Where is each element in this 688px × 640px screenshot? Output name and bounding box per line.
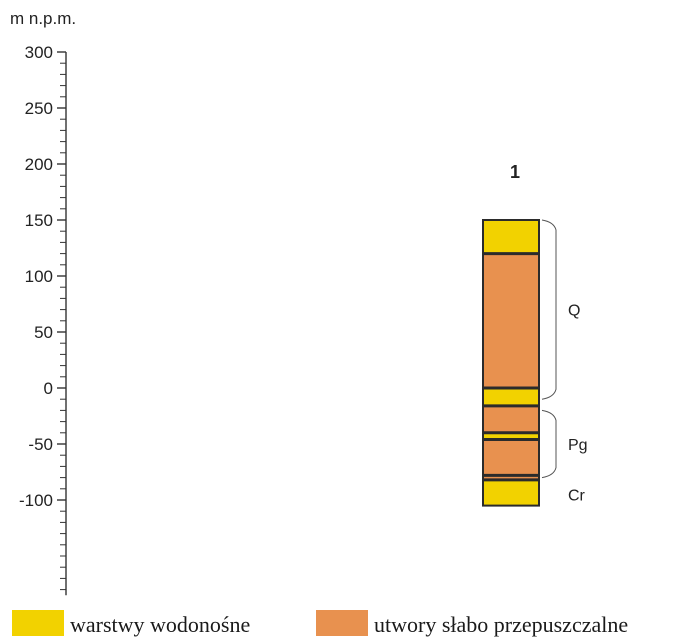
layer-aquifer bbox=[483, 479, 539, 506]
bracket-pg bbox=[541, 409, 557, 479]
layer-semipermeable bbox=[483, 253, 539, 388]
tick-label: 300 bbox=[25, 43, 53, 62]
layer-aquifer bbox=[483, 220, 539, 254]
tick-label: 50 bbox=[34, 323, 53, 342]
legend-label-semipermeable: utwory słabo przepuszczalne bbox=[374, 612, 628, 637]
legend-label-aquifer: warstwy wodonośne bbox=[70, 612, 250, 637]
tick-label: 100 bbox=[25, 267, 53, 286]
borehole-label: 1 bbox=[510, 162, 520, 182]
unit-label: m n.p.m. bbox=[10, 9, 76, 28]
tick-label: 250 bbox=[25, 99, 53, 118]
stratigraphy-brackets: Q Pg Cr bbox=[541, 219, 588, 504]
strat-label-q: Q bbox=[568, 303, 580, 320]
bracket-q bbox=[541, 219, 557, 400]
layer-semipermeable bbox=[483, 405, 539, 433]
borehole-column bbox=[482, 219, 540, 507]
legend-swatch-semipermeable bbox=[316, 610, 368, 636]
strat-label-pg: Pg bbox=[568, 437, 588, 454]
tick-label: 200 bbox=[25, 155, 53, 174]
tick-label: -100 bbox=[19, 491, 53, 510]
tick-label: -50 bbox=[28, 435, 53, 454]
depth-axis: 300 250 200 150 100 50 0 -50 -100 bbox=[19, 43, 67, 596]
layer-aquifer bbox=[483, 388, 539, 406]
tick-label: 150 bbox=[25, 211, 53, 230]
layer-semipermeable bbox=[483, 439, 539, 476]
legend-swatch-aquifer bbox=[12, 610, 64, 636]
column-outline bbox=[482, 219, 540, 507]
legend: warstwy wodonośne utwory słabo przepuszcz… bbox=[12, 610, 628, 637]
tick-label: 0 bbox=[44, 379, 53, 398]
strat-label-cr: Cr bbox=[568, 487, 586, 504]
layer-aquifer bbox=[483, 432, 539, 440]
layer-semipermeable bbox=[483, 475, 539, 480]
